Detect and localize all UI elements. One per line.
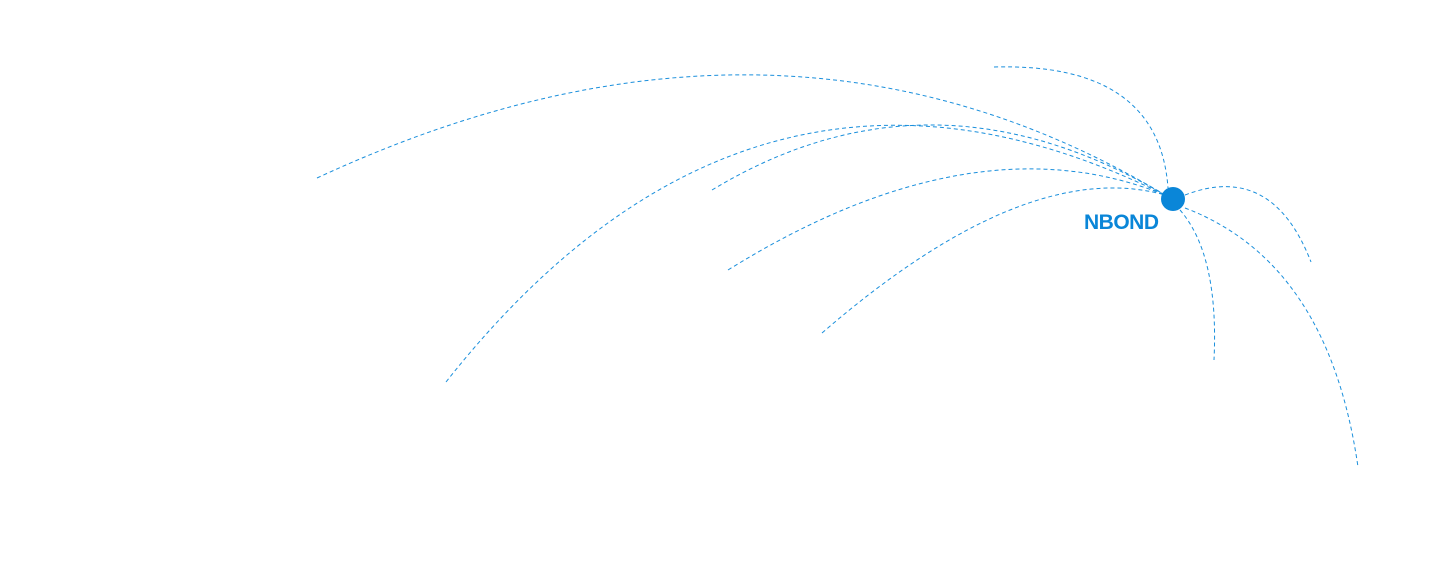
connection-arc-4 xyxy=(727,168,1166,271)
connection-arc-3 xyxy=(711,124,1166,196)
connection-arc-6 xyxy=(993,66,1169,189)
hub-label: NBOND xyxy=(1084,211,1159,234)
connection-arc-2 xyxy=(445,124,1166,383)
connection-arc-1 xyxy=(316,74,1166,196)
connection-arc-8 xyxy=(1179,209,1216,361)
connection-arc-9 xyxy=(1184,207,1359,468)
connection-arc-5 xyxy=(821,187,1166,334)
connection-arc-7 xyxy=(1184,186,1312,263)
hub-node xyxy=(1161,187,1185,211)
